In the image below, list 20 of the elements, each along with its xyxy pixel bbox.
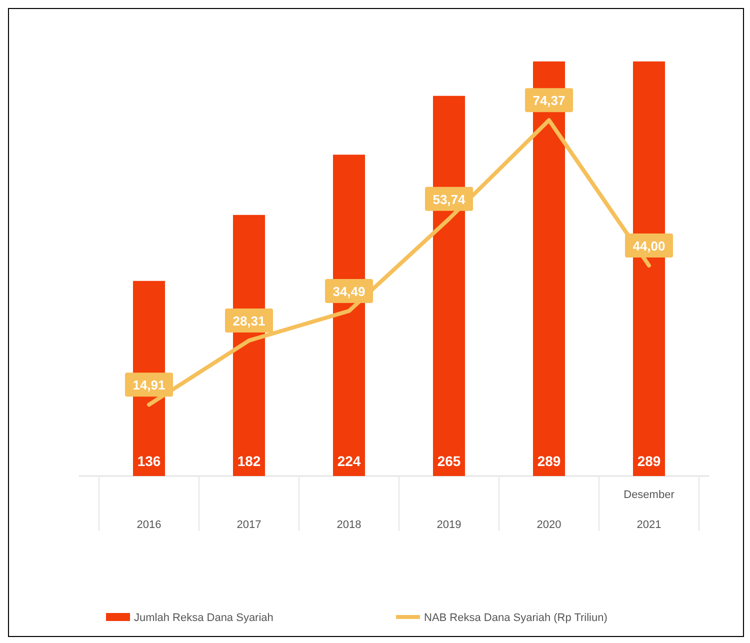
data-label: 14,91	[132, 378, 166, 393]
x-tick-label: 2017	[236, 519, 262, 531]
data-label: 136	[137, 453, 161, 469]
x-tick-label: 2018	[336, 519, 362, 531]
data-label: 28,31	[232, 314, 266, 329]
data-label: 289	[537, 453, 561, 469]
category-label: Desember 2021	[624, 489, 674, 531]
data-label: 265	[437, 453, 461, 469]
legend-label: NAB Reksa Dana Syariah (Rp Triliun)	[424, 612, 608, 624]
x-tick-label: 2016	[136, 519, 162, 531]
x-tick-label: 2019	[436, 519, 462, 531]
data-label: 44,00	[632, 238, 666, 254]
data-label: 34,49	[332, 284, 366, 299]
legend-label: Jumlah Reksa Dana Syariah	[134, 612, 274, 624]
data-label: 289	[637, 453, 661, 469]
data-label: 224	[337, 453, 361, 469]
data-label: 53,74	[432, 192, 466, 207]
data-label: 74,37	[532, 93, 566, 108]
data-label: 182	[237, 453, 261, 469]
x-tick-label: 2020	[536, 519, 562, 531]
